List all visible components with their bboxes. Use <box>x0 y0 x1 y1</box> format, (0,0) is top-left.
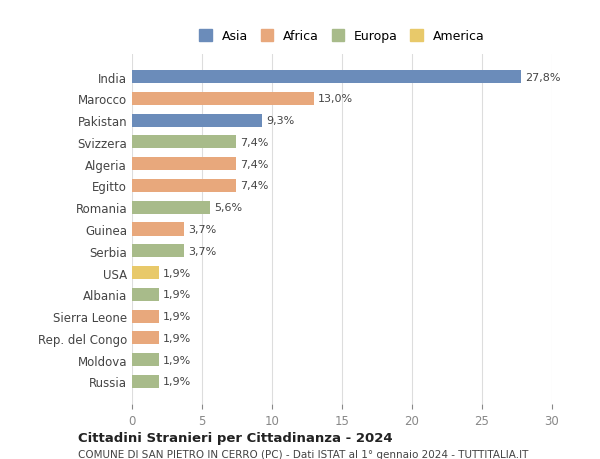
Text: 1,9%: 1,9% <box>163 376 191 386</box>
Bar <box>132 114 262 128</box>
Bar <box>132 158 236 171</box>
Text: 7,4%: 7,4% <box>240 159 268 169</box>
Bar <box>132 93 314 106</box>
Bar <box>132 331 158 345</box>
Text: 1,9%: 1,9% <box>163 311 191 321</box>
Bar <box>132 245 184 258</box>
Text: 1,9%: 1,9% <box>163 268 191 278</box>
Bar <box>132 353 158 366</box>
Text: 1,9%: 1,9% <box>163 333 191 343</box>
Legend: Asia, Africa, Europa, America: Asia, Africa, Europa, America <box>196 27 488 47</box>
Bar <box>132 71 521 84</box>
Text: COMUNE DI SAN PIETRO IN CERRO (PC) - Dati ISTAT al 1° gennaio 2024 - TUTTITALIA.: COMUNE DI SAN PIETRO IN CERRO (PC) - Dat… <box>78 449 529 459</box>
Text: 5,6%: 5,6% <box>215 203 243 213</box>
Text: 9,3%: 9,3% <box>266 116 295 126</box>
Text: Cittadini Stranieri per Cittadinanza - 2024: Cittadini Stranieri per Cittadinanza - 2… <box>78 431 392 444</box>
Text: 13,0%: 13,0% <box>318 94 353 104</box>
Text: 27,8%: 27,8% <box>526 73 561 83</box>
Text: 1,9%: 1,9% <box>163 290 191 300</box>
Text: 1,9%: 1,9% <box>163 355 191 365</box>
Text: 3,7%: 3,7% <box>188 246 216 256</box>
Bar <box>132 375 158 388</box>
Bar <box>132 288 158 301</box>
Bar <box>132 223 184 236</box>
Bar <box>132 201 211 214</box>
Text: 7,4%: 7,4% <box>240 138 268 148</box>
Text: 3,7%: 3,7% <box>188 224 216 235</box>
Text: 7,4%: 7,4% <box>240 181 268 191</box>
Bar <box>132 266 158 280</box>
Bar <box>132 136 236 149</box>
Bar <box>132 310 158 323</box>
Bar <box>132 179 236 193</box>
